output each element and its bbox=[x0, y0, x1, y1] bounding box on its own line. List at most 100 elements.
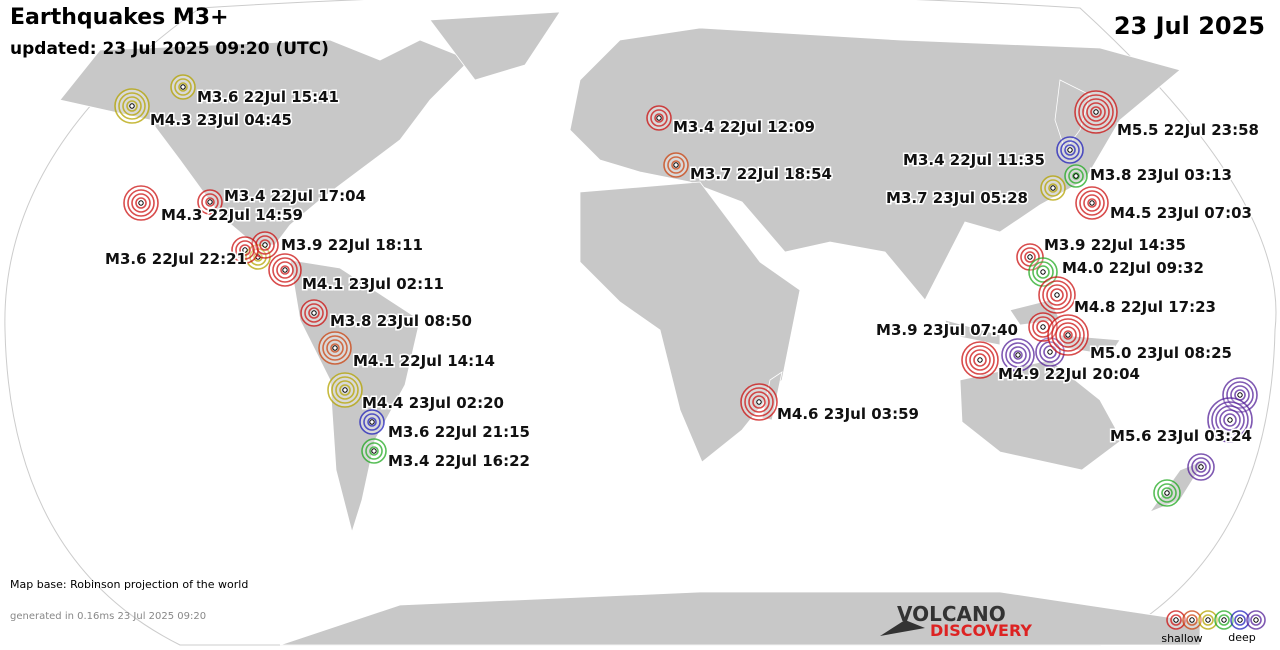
dot bbox=[1047, 349, 1053, 355]
dot bbox=[1164, 490, 1170, 496]
quake-label: M4.1 23Jul 02:11 bbox=[302, 275, 444, 293]
quake: M3.8 23Jul 08:50 bbox=[300, 299, 473, 332]
ring bbox=[276, 261, 294, 279]
ring bbox=[1230, 385, 1250, 405]
ring bbox=[1082, 98, 1110, 126]
quake-marker bbox=[318, 331, 352, 365]
quake: M4.1 23Jul 02:11 bbox=[268, 253, 445, 295]
ring bbox=[272, 257, 298, 283]
quake-marker bbox=[114, 88, 150, 124]
quake-marker bbox=[1028, 312, 1058, 342]
quake-label: M4.3 23Jul 04:45 bbox=[150, 111, 292, 129]
ring bbox=[650, 109, 668, 127]
quake: M3.4 22Jul 17:04 bbox=[197, 186, 367, 215]
ring bbox=[239, 244, 251, 256]
ring bbox=[308, 307, 320, 319]
ring bbox=[667, 156, 685, 174]
quake-marker bbox=[1040, 175, 1066, 201]
quake-label: M3.6 22Jul 21:15 bbox=[388, 423, 530, 441]
ring bbox=[131, 193, 151, 213]
ring bbox=[752, 395, 766, 409]
dot bbox=[1054, 292, 1060, 298]
ring bbox=[671, 160, 681, 170]
ring bbox=[1032, 316, 1054, 338]
dot bbox=[1253, 617, 1259, 623]
dot bbox=[369, 419, 375, 425]
ring bbox=[363, 413, 381, 431]
quake-label: M4.5 23Jul 07:03 bbox=[1110, 204, 1252, 222]
quake: M5.5 22Jul 23:58 bbox=[1074, 90, 1260, 141]
ring bbox=[1048, 183, 1058, 193]
map-base: Map base: Robinson projection of the wor… bbox=[10, 578, 248, 591]
legend bbox=[1166, 610, 1266, 630]
quake-marker bbox=[1056, 136, 1084, 164]
ring bbox=[1211, 401, 1249, 439]
quake: M3.6 22Jul 21:15 bbox=[359, 409, 531, 443]
quake-marker bbox=[740, 383, 778, 421]
ring bbox=[1234, 614, 1246, 626]
quake-marker bbox=[1166, 610, 1186, 630]
quake-marker bbox=[1153, 479, 1181, 507]
quake: M3.4 22Jul 11:35 bbox=[902, 136, 1084, 171]
quake-marker bbox=[1064, 164, 1088, 188]
dot bbox=[1050, 185, 1056, 191]
quake-marker bbox=[1187, 453, 1215, 481]
quake-marker bbox=[1038, 276, 1076, 314]
quake: M4.3 23Jul 04:45 bbox=[114, 88, 293, 131]
ring bbox=[1032, 261, 1054, 283]
quake-marker bbox=[961, 341, 999, 379]
quake: M4.0 22Jul 09:32 bbox=[1028, 257, 1205, 287]
ring bbox=[1051, 318, 1085, 352]
quake-label: M3.4 22Jul 12:09 bbox=[673, 118, 815, 136]
ring bbox=[127, 189, 155, 217]
ring bbox=[1087, 198, 1097, 208]
logo-icon bbox=[880, 620, 925, 636]
dot bbox=[1221, 617, 1227, 623]
ring bbox=[1042, 280, 1072, 310]
dot bbox=[1173, 617, 1179, 623]
dot bbox=[180, 84, 186, 90]
quake-marker bbox=[1207, 397, 1253, 443]
dot bbox=[342, 387, 348, 393]
dot bbox=[1073, 173, 1079, 179]
quake-marker bbox=[231, 236, 259, 264]
quake-marker bbox=[1035, 337, 1065, 367]
ring bbox=[1226, 381, 1254, 409]
ring bbox=[205, 197, 215, 207]
quake: M5.0 23Jul 08:25 bbox=[1047, 314, 1233, 364]
ring bbox=[255, 235, 275, 255]
ring bbox=[1046, 284, 1068, 306]
quake-label: M3.4 22Jul 17:04 bbox=[224, 187, 366, 205]
quake-label: M4.3 22Jul 14:59 bbox=[161, 206, 303, 224]
ring bbox=[126, 100, 138, 112]
ring bbox=[1170, 614, 1182, 626]
ring bbox=[326, 339, 344, 357]
ring bbox=[174, 78, 192, 96]
quake-marker bbox=[300, 299, 328, 327]
quake: M4.5 23Jul 07:03 bbox=[1075, 186, 1253, 224]
ring bbox=[969, 349, 991, 371]
ring bbox=[1250, 614, 1262, 626]
quake-label: M4.9 22Jul 20:04 bbox=[998, 365, 1140, 383]
dot bbox=[1189, 617, 1195, 623]
ring bbox=[365, 442, 383, 460]
ring bbox=[1036, 265, 1050, 279]
ring bbox=[1009, 346, 1027, 364]
quake-label: M3.4 22Jul 16:22 bbox=[388, 452, 530, 470]
quake-label: M4.6 23Jul 03:59 bbox=[777, 405, 919, 423]
quake-marker bbox=[1074, 90, 1118, 134]
dot bbox=[1227, 417, 1233, 423]
quake-label: M4.8 22Jul 17:23 bbox=[1074, 298, 1216, 316]
generated: generated in 0.16ms 23 Jul 2025 09:20 bbox=[10, 611, 206, 622]
quake-marker bbox=[646, 105, 672, 131]
ring bbox=[201, 193, 219, 211]
ring bbox=[1083, 194, 1101, 212]
dot bbox=[1198, 464, 1204, 470]
dot bbox=[207, 199, 213, 205]
quake-label: M3.9 22Jul 14:35 bbox=[1044, 236, 1186, 254]
quake-label: M4.4 23Jul 02:20 bbox=[362, 394, 504, 412]
dot bbox=[138, 200, 144, 206]
ring bbox=[259, 239, 271, 251]
ring bbox=[1043, 345, 1057, 359]
